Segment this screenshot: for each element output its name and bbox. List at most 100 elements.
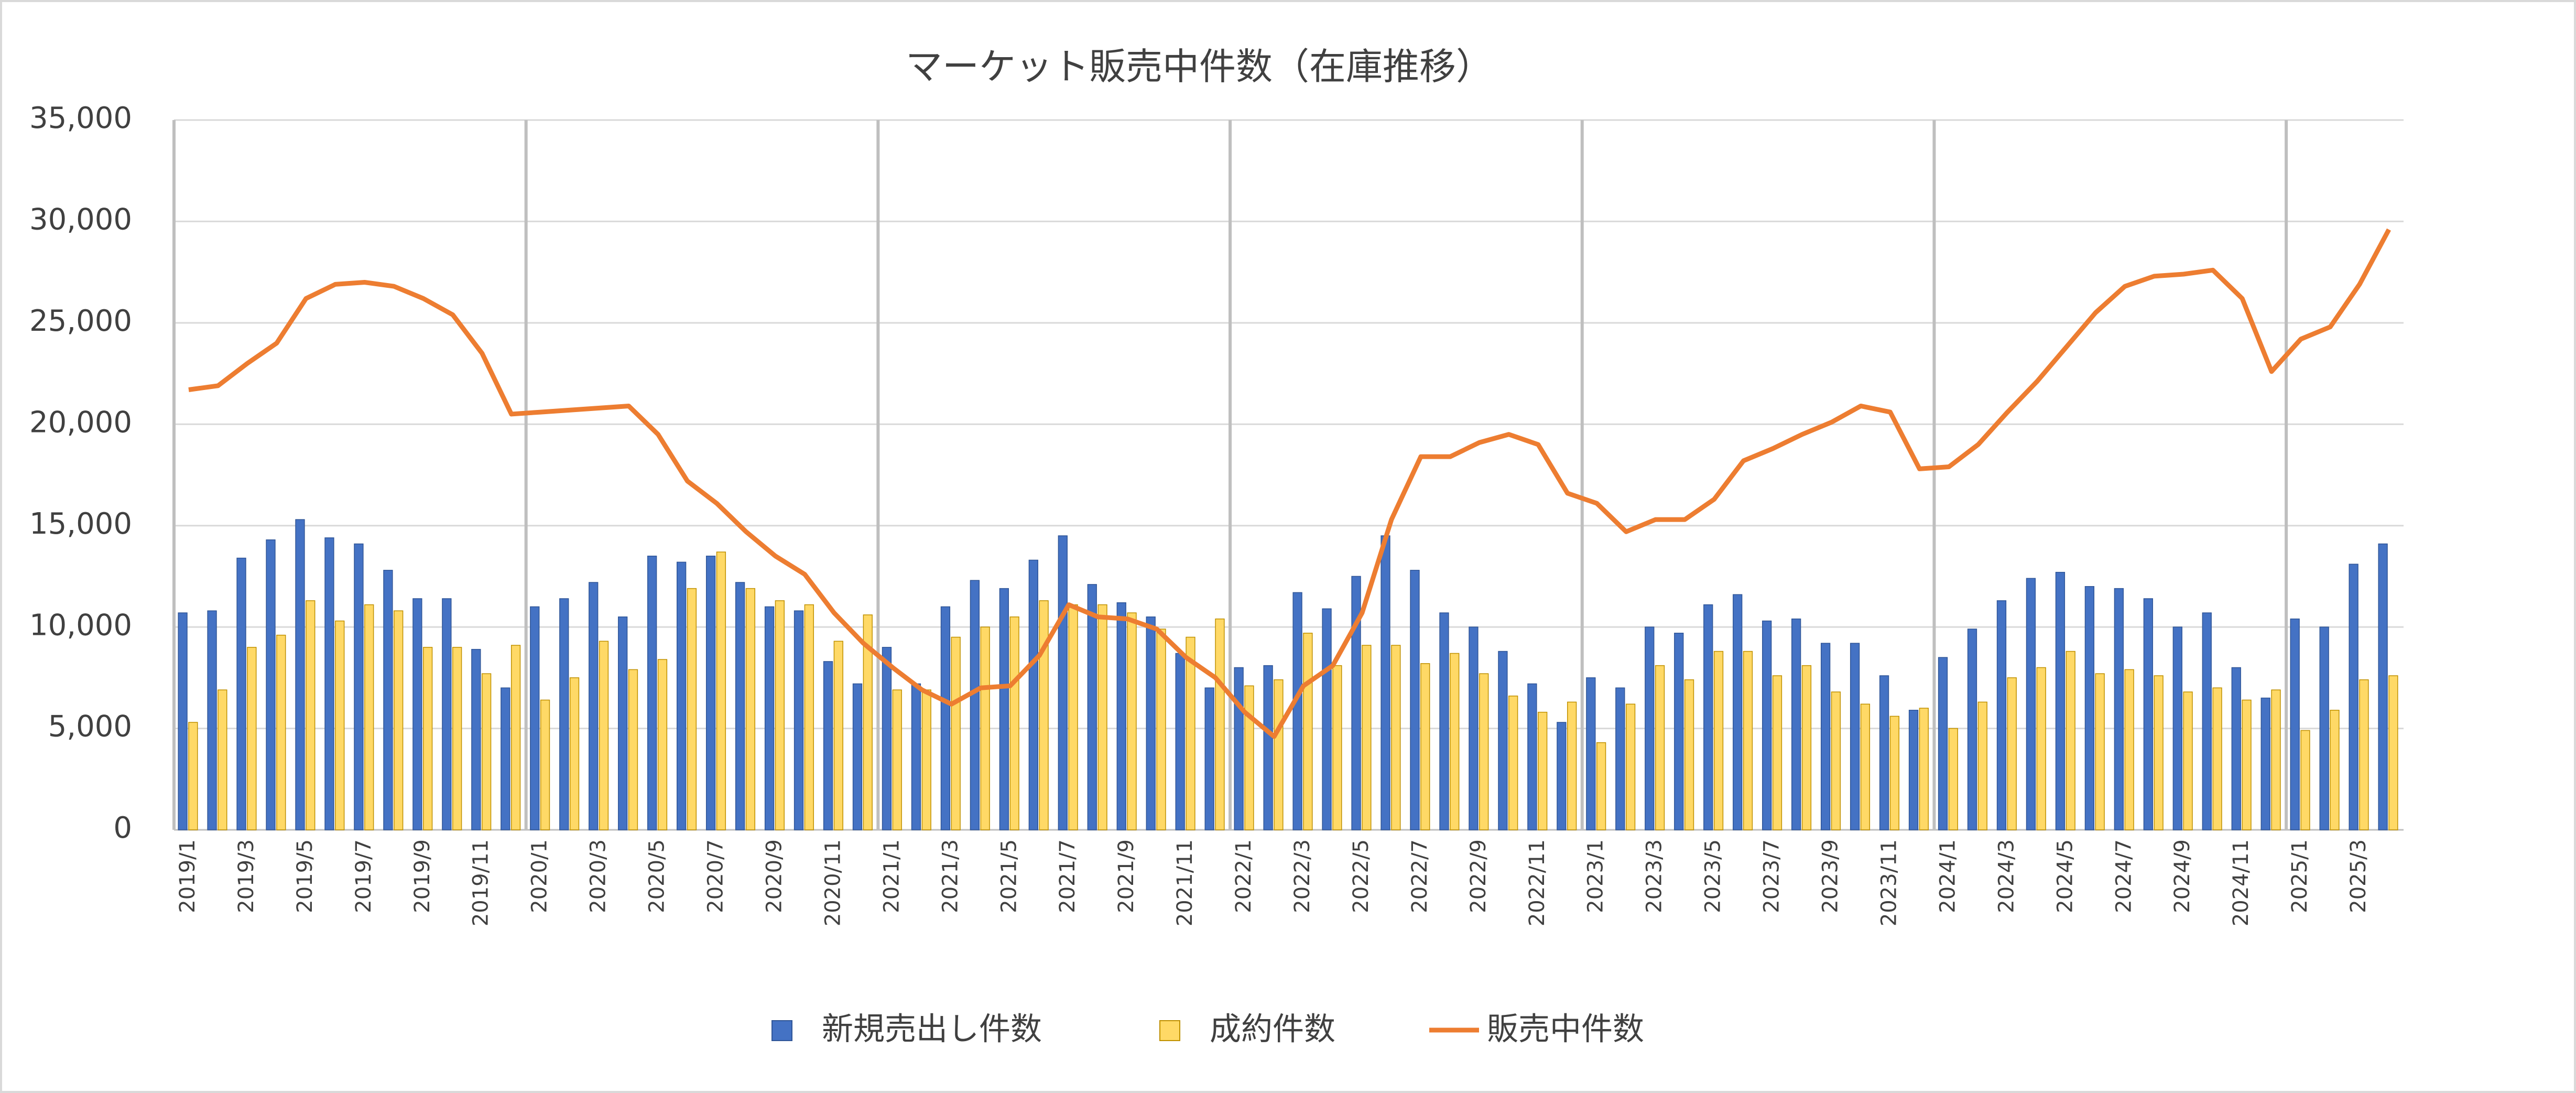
- y-tick-label: 5,000: [48, 710, 132, 744]
- chart-title: マーケット販売中件数（在庫推移）: [906, 45, 1493, 88]
- x-tick-label: 2020/1: [528, 839, 552, 913]
- x-tick-label: 2020/3: [586, 839, 611, 913]
- bar: [1039, 600, 1049, 830]
- bar: [921, 689, 931, 830]
- x-tick-label: 2024/11: [2229, 839, 2253, 926]
- x-tick-label: 2023/9: [1819, 839, 1843, 913]
- bar: [1420, 663, 1430, 830]
- y-tick-label: 20,000: [29, 405, 132, 439]
- bar: [559, 598, 569, 830]
- bar: [687, 588, 697, 830]
- bar: [647, 555, 657, 830]
- bar: [745, 588, 756, 830]
- bar: [1186, 636, 1195, 830]
- x-tick-label: 2020/7: [704, 839, 728, 913]
- bar: [1762, 620, 1772, 830]
- bar: [335, 620, 345, 830]
- bar: [892, 689, 902, 830]
- bar: [471, 648, 481, 830]
- bar: [735, 582, 745, 830]
- x-tick-label: 2022/1: [1232, 839, 1256, 913]
- bar: [1527, 683, 1537, 830]
- x-tick-label: 2021/7: [1056, 839, 1080, 913]
- bar: [2271, 689, 2281, 830]
- legend-label: 新規売出し件数: [822, 1011, 1042, 1048]
- bar: [188, 722, 198, 830]
- bar: [705, 555, 716, 830]
- bar: [207, 610, 217, 830]
- bar: [1908, 710, 1919, 830]
- bar: [1146, 616, 1156, 830]
- bar: [1567, 701, 1577, 830]
- bar: [657, 659, 668, 830]
- x-tick-label: 2019/3: [234, 839, 258, 913]
- bar: [1263, 665, 1273, 830]
- bar: [1772, 675, 1782, 830]
- bar: [1879, 675, 1889, 830]
- bar: [2143, 598, 2153, 830]
- x-tick-label: 2020/9: [762, 839, 786, 913]
- bar: [676, 561, 687, 830]
- bar: [481, 673, 492, 830]
- bar: [364, 604, 374, 830]
- bar: [1479, 673, 1489, 830]
- bar: [599, 641, 609, 830]
- bar: [1175, 653, 1185, 830]
- bar: [394, 610, 404, 830]
- bar: [2319, 626, 2329, 830]
- bar: [1068, 604, 1078, 830]
- bar: [618, 616, 628, 830]
- bar: [1322, 608, 1332, 830]
- x-tick-label: 2019/9: [410, 839, 434, 913]
- bar: [2202, 612, 2212, 830]
- bar: [1586, 677, 1596, 830]
- bar: [1919, 708, 1929, 830]
- bar: [1410, 570, 1420, 830]
- bar: [804, 604, 814, 830]
- bar: [1860, 704, 1871, 830]
- bar: [2290, 618, 2300, 830]
- bar: [628, 669, 638, 830]
- bar: [1938, 657, 1948, 830]
- bar: [1557, 722, 1567, 830]
- x-tick-label: 2019/5: [293, 839, 317, 913]
- bar: [1655, 665, 1665, 830]
- bar: [442, 598, 452, 830]
- bar: [970, 580, 980, 830]
- x-tick-label: 2025/3: [2346, 839, 2371, 913]
- bar: [1204, 687, 1214, 830]
- bar: [1977, 701, 1987, 830]
- bar: [775, 600, 785, 830]
- legend-swatch: [1159, 1020, 1180, 1041]
- bar: [1831, 691, 1841, 830]
- x-tick-label: 2022/11: [1525, 839, 1549, 926]
- y-tick-label: 0: [113, 811, 132, 845]
- x-tick-label: 2024/5: [2053, 839, 2077, 913]
- x-tick-label: 2021/1: [879, 839, 904, 913]
- bar: [2231, 667, 2241, 830]
- bar: [540, 699, 550, 830]
- bar: [852, 683, 863, 830]
- x-tick-label: 2020/5: [645, 839, 669, 913]
- bar: [2359, 679, 2369, 830]
- bar: [823, 661, 833, 830]
- bar: [980, 626, 990, 830]
- bar: [530, 606, 540, 830]
- x-tick-label: 2021/5: [997, 839, 1021, 913]
- bar: [247, 647, 257, 830]
- bar: [764, 606, 775, 830]
- x-tick-label: 2023/5: [1701, 839, 1725, 913]
- x-tick-label: 2023/11: [1877, 839, 1901, 926]
- bar: [1850, 643, 1860, 830]
- bar: [1332, 665, 1342, 830]
- bar: [1303, 632, 1313, 830]
- bar: [2388, 675, 2398, 830]
- bar: [2378, 543, 2388, 830]
- bar: [911, 683, 921, 830]
- bar: [1625, 704, 1636, 830]
- bar: [1889, 716, 1900, 830]
- bar: [1127, 612, 1137, 830]
- x-tick-label: 2022/9: [1466, 839, 1491, 913]
- bar: [1948, 728, 1958, 830]
